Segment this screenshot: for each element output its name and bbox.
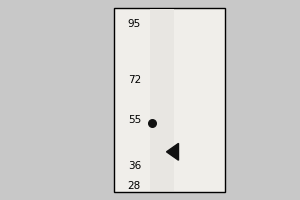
Text: 36: 36 xyxy=(128,161,141,171)
Bar xyxy=(114,8,225,192)
Polygon shape xyxy=(167,143,178,160)
Text: 72: 72 xyxy=(128,75,141,85)
Text: 95: 95 xyxy=(128,19,141,29)
Bar xyxy=(150,9,174,191)
Point xyxy=(149,121,154,124)
Text: 28: 28 xyxy=(128,181,141,191)
Point xyxy=(170,150,175,153)
Text: 55: 55 xyxy=(128,115,141,125)
